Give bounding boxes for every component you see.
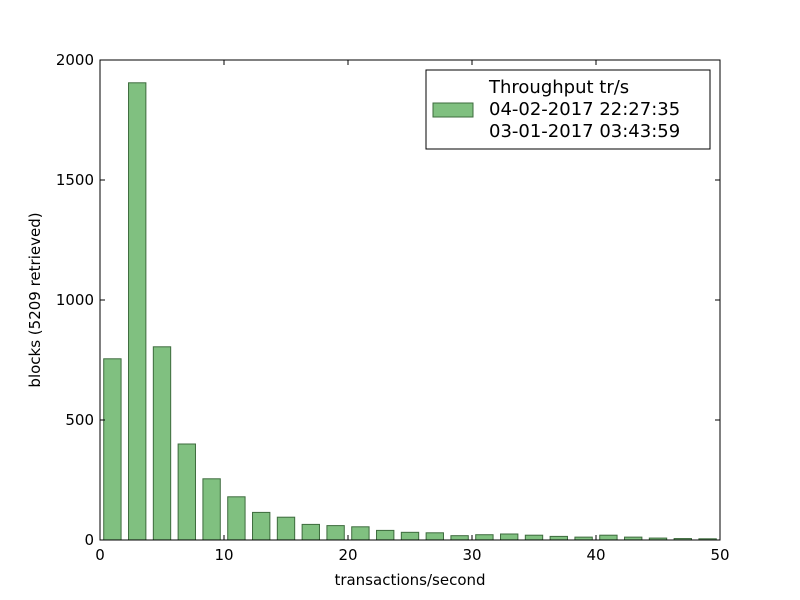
histogram-bar	[326, 525, 345, 541]
y-axis-label: blocks (5209 retrieved)	[26, 212, 44, 387]
y-tick-label: 0	[84, 531, 94, 549]
histogram-bar	[400, 531, 420, 541]
histogram-bar	[351, 526, 370, 541]
plot-frame	[99, 59, 721, 541]
x-axis-label: transactions/second	[334, 571, 485, 589]
legend-line-2: 04-02-2017 22:27:35	[489, 99, 680, 120]
y-tick-label: 2000	[56, 51, 94, 69]
x-tick-label: 10	[214, 546, 233, 564]
histogram-bar	[376, 529, 395, 541]
histogram-bar	[128, 82, 147, 541]
bars-layer	[103, 82, 717, 541]
histogram-bar	[103, 358, 122, 541]
legend-swatch	[432, 102, 474, 118]
x-tick-label: 0	[95, 546, 105, 564]
histogram-bar	[549, 535, 568, 541]
x-tick-label: 30	[462, 546, 481, 564]
histogram-bar	[500, 533, 519, 541]
y-tick-label: 1000	[56, 291, 94, 309]
histogram-bar	[524, 534, 544, 541]
histogram-bar	[252, 511, 271, 541]
histogram-bar	[450, 535, 469, 541]
y-tick-label: 1500	[56, 171, 94, 189]
histogram-bar	[599, 534, 618, 541]
histogram-bar	[425, 532, 444, 541]
histogram-bar	[301, 523, 320, 541]
x-tick-label: 40	[586, 546, 605, 564]
x-tick-label: 20	[338, 546, 357, 564]
histogram-bar	[227, 496, 246, 541]
histogram-bar	[475, 534, 494, 541]
x-tick-label: 50	[710, 546, 729, 564]
legend-line-3: 03-01-2017 03:43:59	[489, 121, 680, 142]
histogram-bar	[152, 346, 172, 541]
legend-line-1: Throughput tr/s	[488, 77, 629, 98]
histogram-bar	[276, 516, 296, 541]
legend: Throughput tr/s 04-02-2017 22:27:35 03-0…	[425, 69, 711, 150]
histogram-bar	[202, 478, 221, 541]
histogram-bar	[177, 443, 196, 541]
y-tick-label: 500	[65, 411, 94, 429]
